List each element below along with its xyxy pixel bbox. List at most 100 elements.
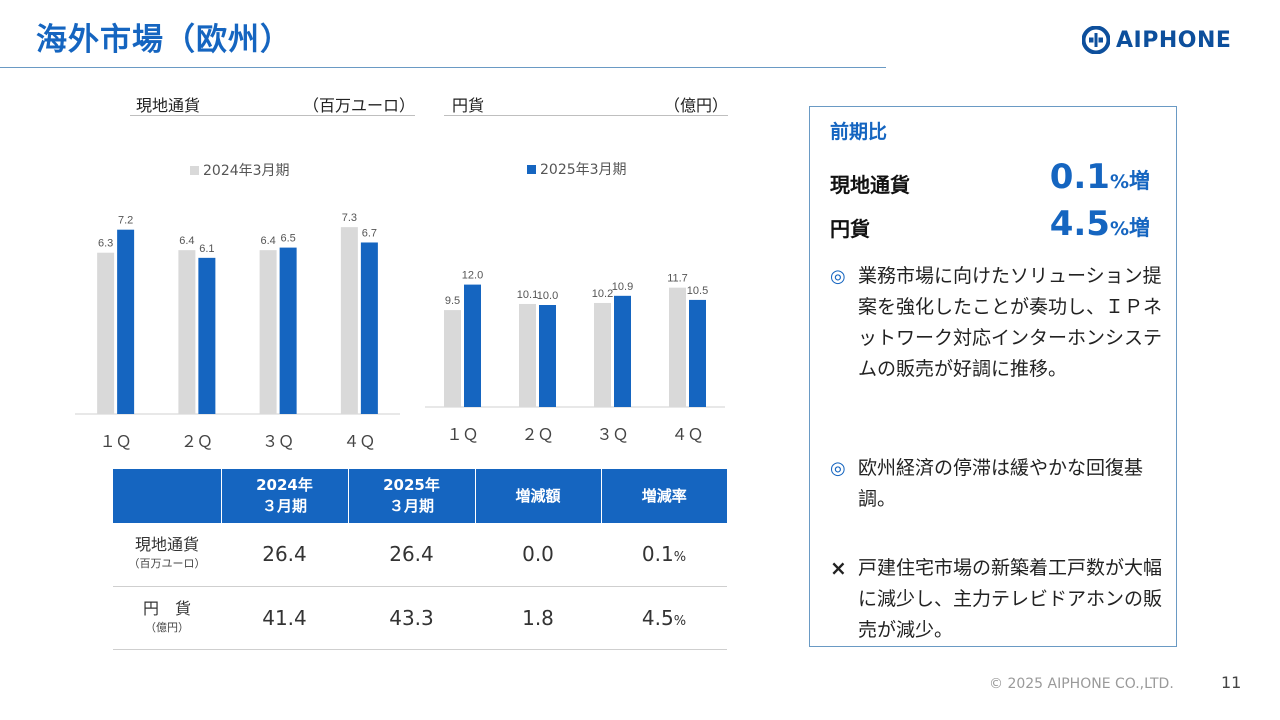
yoy-summary-box: 前期比 現地通貨 0.1%増 円貨 4.5%増 ◎ 業務市場に向けたソリューショ… xyxy=(809,106,1177,647)
bar-curr xyxy=(198,257,216,414)
data-label: 6.5 xyxy=(280,233,295,245)
compare-value-local: 0.1%増 xyxy=(1050,157,1150,197)
category-tick-label: ２Ｑ xyxy=(181,432,213,451)
rate-value: 4.5 xyxy=(641,605,674,630)
category-tick-label: ２Ｑ xyxy=(521,425,553,444)
row-unit: （百万ユーロ） xyxy=(128,557,206,571)
yen-chart: 9.5 12.0 １Ｑ 10.110.0 ２Ｑ 10.210.9 ３Ｑ 11.710.5 ４Ｑ xyxy=(425,270,725,444)
table-header-fy2024: 2024年 ３月期 xyxy=(221,469,349,523)
panel-header-local-label: 現地通貨 xyxy=(136,96,201,115)
cross-icon: × xyxy=(830,556,847,580)
bar-prev xyxy=(178,250,196,414)
compare-up: 増 xyxy=(1129,216,1150,240)
bar-prev xyxy=(519,303,536,407)
data-label: 12.0 xyxy=(462,270,483,282)
bar-prev xyxy=(340,227,358,414)
cell-fy2025: 26.4 xyxy=(348,523,475,587)
legend-swatch-prev xyxy=(190,165,199,175)
rate-value: 0.1 xyxy=(641,542,674,567)
double-circle-icon: ◎ xyxy=(830,266,846,287)
compare-title: 前期比 xyxy=(830,121,888,143)
table-row-label: 現地通貨 （百万ユーロ） xyxy=(113,523,221,587)
table-row: 現地通貨 （百万ユーロ） 26.4 26.4 0.0 0.1% xyxy=(113,523,727,587)
aiphone-logo-icon xyxy=(1082,26,1110,54)
legend-left: 2024年3月期 xyxy=(190,160,290,180)
copyright: © 2025 AIPHONE CO.,LTD. xyxy=(989,676,1174,692)
data-label: 9.5 xyxy=(445,295,460,307)
bar-prev xyxy=(669,287,686,407)
compare-label-local: 現地通貨 xyxy=(830,173,910,197)
bar-curr xyxy=(614,295,631,407)
title-divider xyxy=(0,67,886,68)
row-label: 円 貨 xyxy=(142,598,191,618)
cell-diff: 1.8 xyxy=(475,586,601,650)
compare-number: 4.5 xyxy=(1049,204,1110,244)
double-circle-icon: ◎ xyxy=(830,458,846,479)
rate-pct: % xyxy=(673,613,687,629)
category-tick-label: ４Ｑ xyxy=(343,432,375,451)
table-header-diff: 増減額 xyxy=(475,469,602,523)
compare-number: 0.1 xyxy=(1049,157,1110,197)
table-row-label: 円 貨 （億円） xyxy=(113,586,221,650)
bar-prev xyxy=(444,310,461,407)
panel-header-local: 現地通貨 （百万ユーロ） xyxy=(130,88,415,116)
compare-value-yen: 4.5%増 xyxy=(1050,204,1150,244)
logo-text: AIPHONE xyxy=(1116,27,1232,53)
bullet-item: × 戸建住宅市場の新築着工戸数が大幅に減少し、主力テレビドアホンの販売が減少。 xyxy=(830,553,1170,646)
category-tick-label: １Ｑ xyxy=(446,425,478,444)
bar-curr xyxy=(464,284,481,407)
compare-pct: % xyxy=(1109,218,1129,240)
legend-label-prev: 2024年3月期 xyxy=(203,163,290,179)
cell-fy2024: 41.4 xyxy=(221,586,348,650)
data-label: 6.1 xyxy=(199,243,214,255)
cell-rate: 0.1% xyxy=(601,523,727,587)
bar-prev xyxy=(97,252,115,414)
category-tick-label: ４Ｑ xyxy=(671,425,703,444)
table-row: 円 貨 （億円） 41.4 43.3 1.8 4.5% xyxy=(113,586,727,650)
category-tick-label: ３Ｑ xyxy=(596,425,628,444)
local-currency-chart: 6.3 7.2 １Ｑ 6.4 6.1 ２Ｑ 6.4 6.5 ３Ｑ 7.3 6.7 ４Ｑ xyxy=(75,212,400,451)
bar-prev xyxy=(594,302,611,407)
panel-header-local-unit: （百万ユーロ） xyxy=(302,96,415,115)
data-label: 10.5 xyxy=(687,285,708,297)
bullet-text: 戸建住宅市場の新築着工戸数が大幅に減少し、主力テレビドアホンの販売が減少。 xyxy=(858,557,1163,641)
data-label: 7.2 xyxy=(118,215,133,227)
table-header-blank xyxy=(113,469,222,523)
panel-header-yen: 円貨 （億円） xyxy=(444,88,728,116)
data-label: 10.9 xyxy=(612,281,633,293)
bullet-item: ◎ 業務市場に向けたソリューション提案を強化したことが奏功し、ＩＰネットワーク対… xyxy=(830,261,1170,385)
bar-prev xyxy=(259,250,277,414)
category-tick-label: １Ｑ xyxy=(100,432,132,451)
data-label: 6.4 xyxy=(260,235,275,247)
data-label: 6.4 xyxy=(179,235,194,247)
bar-curr xyxy=(279,247,297,414)
cell-rate: 4.5% xyxy=(601,586,727,650)
data-label: 10.1 xyxy=(517,289,538,301)
data-label: 6.3 xyxy=(98,238,113,250)
data-label: 7.3 xyxy=(342,212,357,224)
page-number: 11 xyxy=(1221,673,1242,692)
rate-pct: % xyxy=(673,550,687,566)
table-header-rate: 増減率 xyxy=(601,469,727,523)
cell-fy2025: 43.3 xyxy=(348,586,475,650)
data-label: 10.0 xyxy=(537,290,558,302)
data-label: 11.7 xyxy=(667,273,688,285)
company-logo: AIPHONE xyxy=(1082,26,1231,54)
bar-curr xyxy=(360,242,378,414)
panel-header-yen-unit: （億円） xyxy=(663,96,728,115)
bar-curr xyxy=(539,305,556,407)
cell-diff: 0.0 xyxy=(475,523,601,587)
legend-swatch-curr xyxy=(527,164,536,174)
bullet-text: 業務市場に向けたソリューション提案を強化したことが奏功し、ＩＰネットワーク対応イ… xyxy=(858,265,1163,380)
panel-header-yen-label: 円貨 xyxy=(452,96,485,115)
table-header-fy2025: 2025年 ３月期 xyxy=(348,469,476,523)
bullet-item: ◎ 欧州経済の停滞は緩やかな回復基調。 xyxy=(830,453,1170,515)
bar-curr xyxy=(117,229,135,414)
data-label: 10.2 xyxy=(592,288,613,300)
category-tick-label: ３Ｑ xyxy=(262,432,294,451)
legend-right: 2025年3月期 xyxy=(527,159,627,179)
data-label: 6.7 xyxy=(362,227,377,239)
summary-table: 2024年 ３月期 2025年 ３月期 増減額 増減率 現地通貨 （百万ユーロ）… xyxy=(113,469,727,650)
cell-fy2024: 26.4 xyxy=(221,523,348,587)
table-header-row: 2024年 ３月期 2025年 ３月期 増減額 増減率 xyxy=(113,469,727,523)
